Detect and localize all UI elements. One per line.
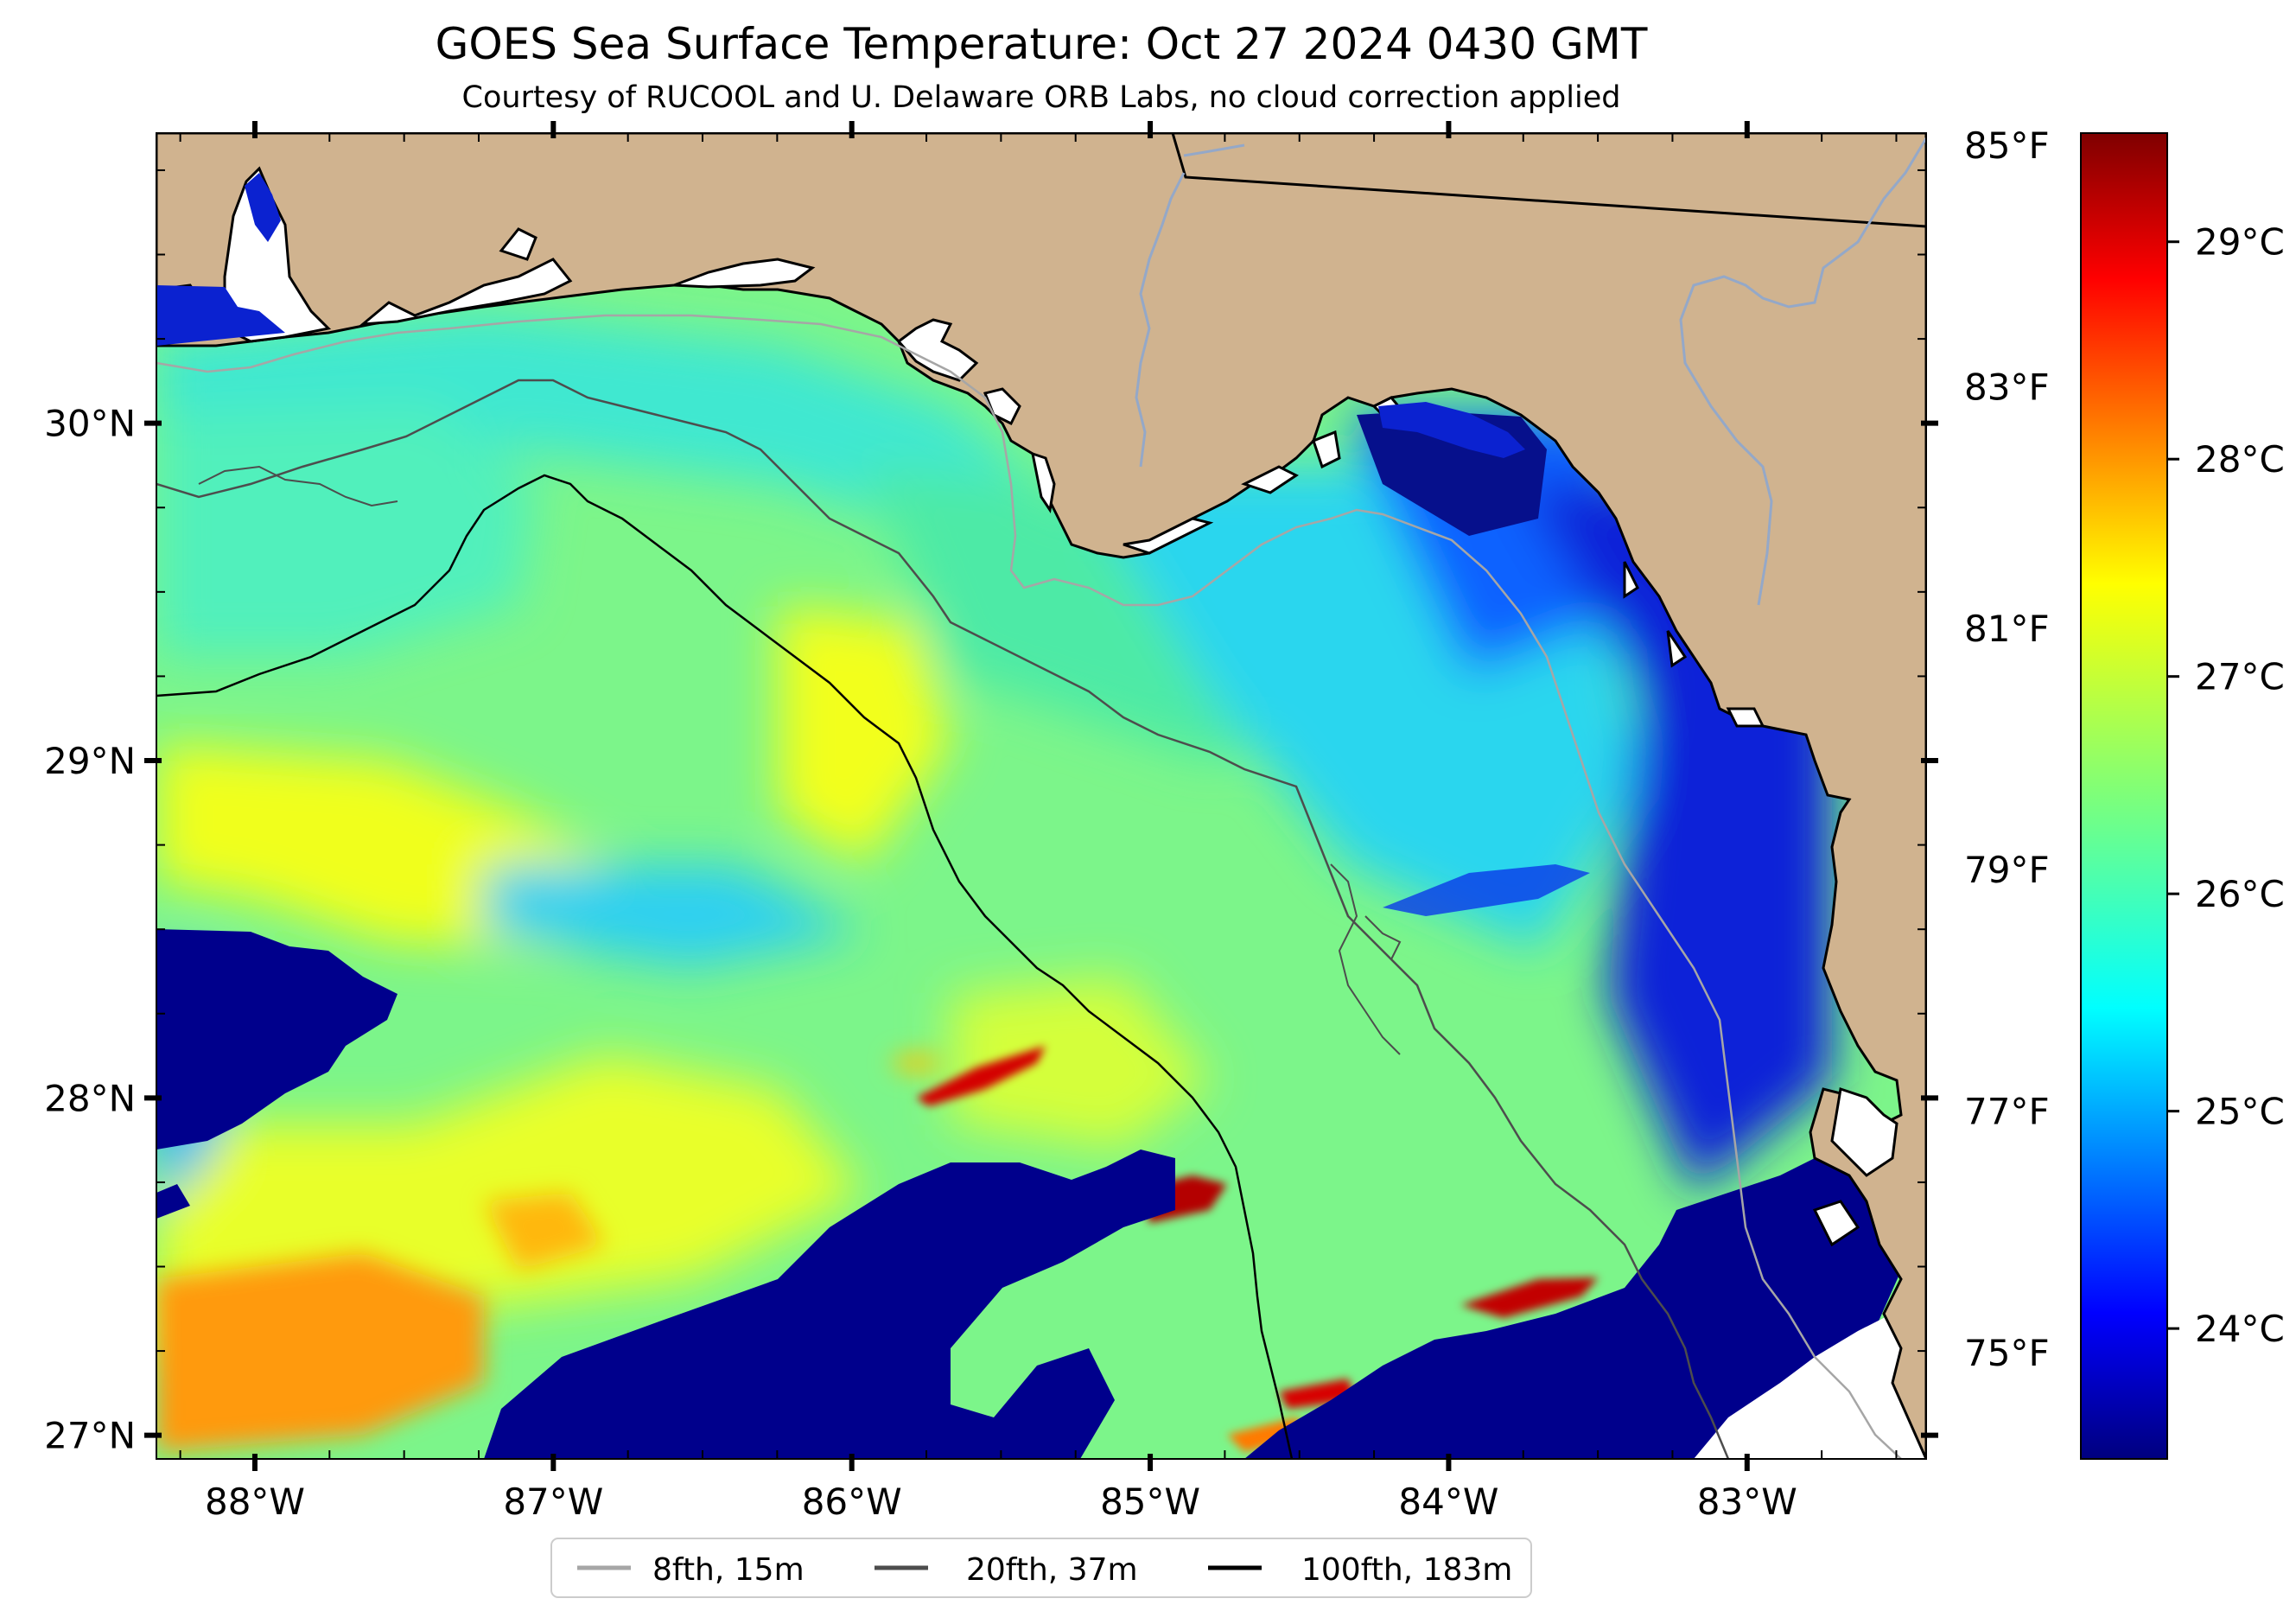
colorbar-tick-label: 25°C: [2195, 1091, 2285, 1133]
legend-label-20fth: 20fth, 37m: [966, 1552, 1138, 1588]
map-ticks: 88°W 87°W 86°W 85°W 84°W 83°W 30°N 29°N 28°N 27°N…: [44, 121, 2050, 1523]
legend: 8fth, 15m 20fth, 37m 100fth, 183m: [550, 1538, 1532, 1598]
isobath-8fth: [156, 314, 1902, 1459]
state-border: [1171, 133, 1926, 228]
colorbar-tick-label: 27°C: [2195, 656, 2285, 698]
lon-tick-label: 85°W: [1100, 1481, 1200, 1523]
map-subtitle: Courtesy of RUCOOL and U. Delaware ORB L…: [462, 80, 1621, 115]
isobath-20fth-islands: [198, 465, 1402, 1055]
isobath-20fth: [156, 379, 1730, 1459]
lon-tick-label: 87°W: [503, 1481, 603, 1523]
lon-tick-label: 83°W: [1697, 1481, 1797, 1523]
map-frame: [156, 132, 1927, 1460]
land-mass: [156, 133, 1926, 1459]
no-data-region: [1694, 1296, 1926, 1459]
sst-field-cold: [156, 411, 1901, 1459]
colorbar-tick-label: 26°C: [2195, 873, 2285, 915]
fahrenheit-tick-label: 83°F: [1964, 366, 2050, 408]
rivers: [1135, 137, 1926, 606]
lat-tick-label: 30°N: [44, 403, 136, 445]
fahrenheit-tick-label: 85°F: [1964, 124, 2050, 167]
fahrenheit-tick-label: 75°F: [1964, 1332, 2050, 1374]
isobath-100fth: [156, 474, 1294, 1459]
sst-map: [156, 133, 1926, 1459]
lon-tick-label: 86°W: [802, 1481, 902, 1523]
colorbar: [2080, 132, 2168, 1460]
lat-tick-label: 28°N: [44, 1077, 136, 1119]
colorbar-ticks: 29°C 28°C 27°C 26°C 25°C 24°C: [2167, 221, 2285, 1350]
colorbar-tick-label: 28°C: [2195, 438, 2285, 481]
colorbar-tick-label: 29°C: [2195, 221, 2285, 264]
map-title: GOES Sea Surface Temperature: Oct 27 202…: [436, 19, 1648, 69]
lat-tick-label: 29°N: [44, 740, 136, 782]
fahrenheit-tick-label: 77°F: [1964, 1091, 2050, 1133]
coastal-marsh: [156, 173, 1525, 458]
fahrenheit-tick-label: 81°F: [1964, 608, 2050, 650]
legend-label-8fth: 8fth, 15m: [652, 1552, 805, 1588]
legend-label-100fth: 100fth, 183m: [1301, 1552, 1512, 1588]
lon-tick-label: 84°W: [1398, 1481, 1498, 1523]
fahrenheit-tick-label: 79°F: [1964, 849, 2050, 891]
lon-tick-label: 88°W: [205, 1481, 305, 1523]
colorbar-tick-label: 24°C: [2195, 1308, 2285, 1350]
legend-box: [550, 1538, 1532, 1598]
sst-field-warm: [156, 1054, 940, 1452]
lat-tick-label: 27°N: [44, 1415, 136, 1457]
